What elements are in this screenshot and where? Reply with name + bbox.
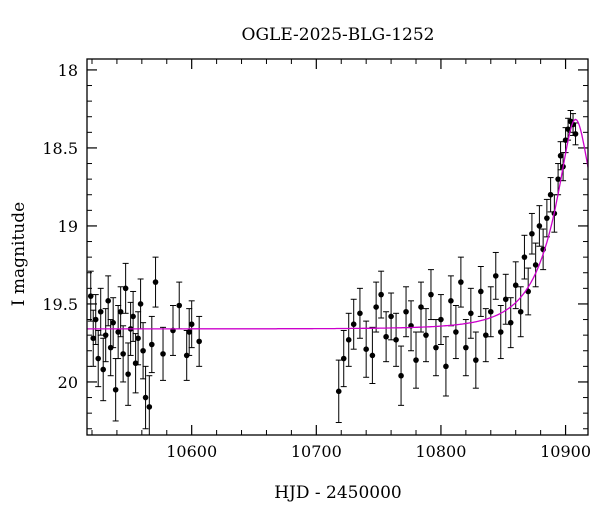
data-point xyxy=(350,321,357,328)
tick-layer: 10600 10700 10800 10900 18 18.5 19 19.5 20 xyxy=(42,59,591,461)
data-point xyxy=(125,371,131,377)
data-point xyxy=(95,355,102,362)
data-point xyxy=(507,319,514,326)
data-point xyxy=(536,223,543,229)
data-point xyxy=(160,351,166,357)
x-tick-label: 10700 xyxy=(291,442,342,461)
x-tick-label: 10600 xyxy=(166,442,217,461)
data-point xyxy=(115,329,121,335)
data-point xyxy=(105,298,111,304)
data-point xyxy=(388,313,394,320)
data-point xyxy=(100,366,107,373)
y-tick-label: 18.5 xyxy=(42,139,78,158)
data-point xyxy=(112,386,119,393)
data-point xyxy=(97,308,104,315)
data-point xyxy=(383,333,389,340)
plot-frame xyxy=(86,58,589,436)
data-point xyxy=(363,346,369,352)
data-point xyxy=(473,357,479,363)
data-point xyxy=(176,302,183,309)
data-point xyxy=(137,301,144,307)
data-point xyxy=(140,347,146,354)
data-point xyxy=(90,335,97,342)
data-point xyxy=(188,321,195,328)
data-point xyxy=(565,126,571,133)
data-point xyxy=(423,332,429,338)
data-point xyxy=(448,298,454,304)
chart-title: OGLE-2025-BLG-1252 xyxy=(242,25,435,45)
data-point xyxy=(453,329,459,335)
data-point xyxy=(142,394,149,401)
data-point xyxy=(92,316,99,323)
data-point xyxy=(403,308,409,315)
data-point xyxy=(369,352,376,359)
y-tick-label: 19.5 xyxy=(42,295,78,314)
data-point xyxy=(512,282,519,289)
data-point xyxy=(497,329,504,335)
data-point xyxy=(117,308,124,315)
data-point xyxy=(110,319,116,326)
data-point xyxy=(345,337,352,343)
data-point xyxy=(146,404,153,410)
data-point xyxy=(529,230,535,237)
data-point xyxy=(555,176,561,182)
data-point xyxy=(413,357,419,363)
data-point xyxy=(122,285,129,292)
data-point xyxy=(478,288,484,295)
data-point xyxy=(458,279,464,285)
data-point xyxy=(152,279,159,285)
data-point xyxy=(398,372,404,379)
data-point xyxy=(463,344,469,351)
data-point xyxy=(433,344,439,351)
data-point xyxy=(186,329,192,335)
y-tick-label: 18 xyxy=(58,61,78,80)
data-point xyxy=(149,341,155,348)
y-tick-label: 20 xyxy=(58,373,78,392)
data-point xyxy=(517,308,524,315)
x-axis-label: HJD - 2450000 xyxy=(274,483,402,503)
data-point xyxy=(443,363,449,370)
data-point xyxy=(196,338,202,345)
model-curve-line xyxy=(87,118,589,330)
data-point xyxy=(393,337,399,343)
data-point xyxy=(572,131,579,137)
data-point xyxy=(487,308,494,315)
data-point xyxy=(557,152,564,159)
data-point xyxy=(373,304,379,310)
data-point xyxy=(428,291,434,298)
data-point xyxy=(483,332,489,338)
data-point xyxy=(544,215,550,221)
data-point xyxy=(418,304,424,310)
data-point xyxy=(438,316,444,323)
y-axis-label: I magnitude xyxy=(9,202,29,306)
data-point xyxy=(120,351,126,357)
data-point xyxy=(357,310,363,317)
data-point xyxy=(378,291,384,298)
model-curve xyxy=(87,118,589,330)
data-point xyxy=(521,254,528,260)
data-point xyxy=(547,191,554,198)
x-tick-label: 10800 xyxy=(415,442,466,461)
data-point xyxy=(130,313,136,320)
data-point xyxy=(492,273,499,279)
data-point xyxy=(502,296,509,303)
data-point xyxy=(340,355,347,362)
data-point xyxy=(135,335,141,342)
data-points xyxy=(87,109,579,436)
data-point xyxy=(102,332,109,338)
x-tick-label: 10900 xyxy=(540,442,591,461)
data-point xyxy=(335,388,342,395)
y-tick-label: 19 xyxy=(58,217,78,236)
data-point xyxy=(87,293,94,299)
data-point xyxy=(468,310,474,317)
data-point xyxy=(532,262,539,268)
